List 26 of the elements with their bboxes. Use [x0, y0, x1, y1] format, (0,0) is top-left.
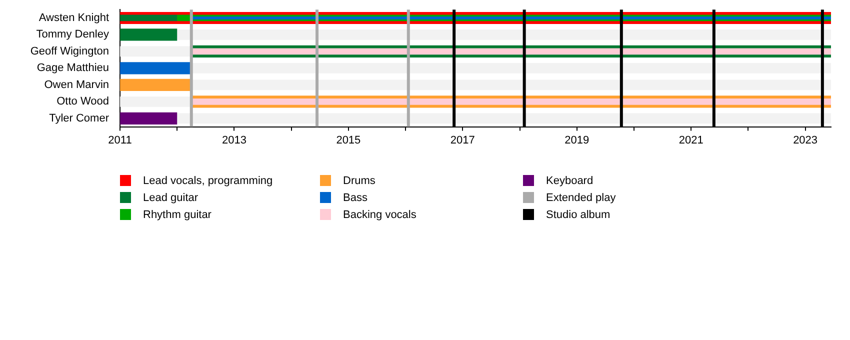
- legend-label: Lead vocals, programming: [143, 174, 273, 186]
- x-tick-label: 2023: [793, 134, 818, 146]
- x-tick-label: 2011: [108, 134, 132, 146]
- x-tick-label: 2015: [336, 134, 361, 146]
- y-tick-label: Owen Marvin: [44, 78, 109, 91]
- bar: [120, 78, 192, 91]
- y-tick-label: Geoff Wigington: [30, 45, 109, 58]
- legend-label: Studio album: [546, 208, 610, 220]
- legend-label: Lead guitar: [143, 192, 198, 204]
- y-tick-label: Otto Wood: [56, 96, 109, 108]
- legend-label: Backing vocals: [343, 208, 416, 220]
- y-tick-label: Tommy Denley: [36, 28, 110, 41]
- y-tick-label: Gage Matthieu: [36, 62, 109, 74]
- x-tick-label: 2019: [564, 134, 590, 146]
- legend-label: Extended play: [546, 192, 616, 204]
- legend-label: Rhythm guitar: [143, 208, 212, 220]
- x-tick-label: 2021: [678, 134, 704, 146]
- bar: [120, 112, 178, 124]
- bar: [120, 28, 178, 41]
- legend-label: Bass: [343, 192, 368, 204]
- legend-label: Keyboard: [546, 174, 594, 186]
- x-tick-label: 2013: [222, 134, 246, 146]
- y-tick-label: Tyler Comer: [49, 112, 110, 124]
- y-tick-label: Awsten Knight: [38, 12, 109, 24]
- legend-label: Drums: [343, 174, 376, 186]
- x-tick-label: 2017: [450, 134, 475, 146]
